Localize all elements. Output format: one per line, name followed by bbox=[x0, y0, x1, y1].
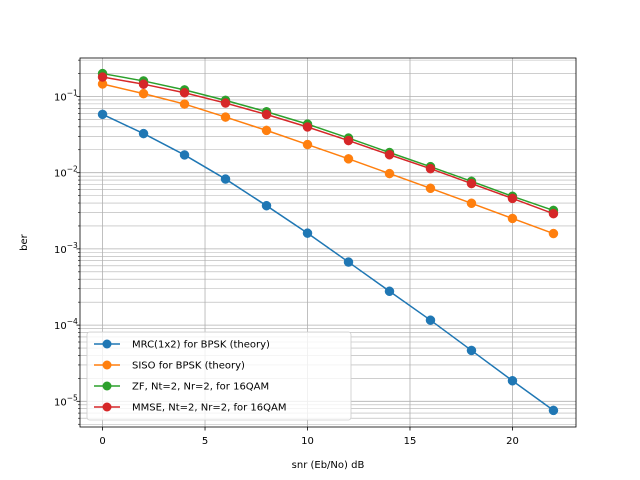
series-1 bbox=[97, 79, 559, 239]
legend-item: MMSE, Nt=2, Nr=2, for 16QAM bbox=[94, 402, 286, 414]
y-tick-exponent: −4 bbox=[67, 317, 78, 326]
data-point bbox=[179, 87, 190, 98]
data-point bbox=[466, 198, 477, 209]
data-point bbox=[384, 286, 395, 297]
data-point bbox=[261, 200, 272, 211]
data-point bbox=[302, 228, 313, 238]
data-point bbox=[507, 213, 518, 224]
legend-item: SISO for BPSK (theory) bbox=[94, 360, 245, 372]
x-tick-label: 0 bbox=[99, 436, 105, 447]
data-point bbox=[220, 98, 231, 108]
series-line bbox=[102, 83, 554, 235]
legend-label: SISO for BPSK (theory) bbox=[132, 361, 245, 372]
legend-marker bbox=[102, 402, 112, 412]
y-tick-base: 10 bbox=[54, 321, 67, 332]
y-tick-base: 10 bbox=[54, 245, 67, 256]
y-tick-base: 10 bbox=[54, 92, 67, 103]
legend-label: ZF, Nt=2, Nr=2, for 16QAM bbox=[132, 382, 269, 393]
data-point bbox=[507, 193, 518, 204]
data-point bbox=[384, 149, 395, 160]
data-point bbox=[425, 315, 436, 325]
y-tick-exponent: −2 bbox=[67, 165, 78, 174]
x-tick-label: 20 bbox=[506, 436, 519, 447]
data-point bbox=[466, 345, 477, 356]
data-point bbox=[261, 125, 272, 136]
plot-frame bbox=[79, 57, 577, 428]
data-point bbox=[261, 109, 272, 120]
data-point bbox=[220, 174, 231, 184]
x-axis-label: snr (Eb/No) dB bbox=[292, 460, 365, 471]
legend-marker bbox=[102, 339, 112, 349]
data-point bbox=[343, 257, 354, 267]
y-tick-exponent: −5 bbox=[67, 393, 78, 402]
series-line bbox=[102, 76, 554, 215]
data-point bbox=[466, 178, 477, 189]
y-axis-label: ber bbox=[19, 233, 30, 251]
data-point bbox=[138, 88, 149, 99]
y-tick-base: 10 bbox=[54, 169, 67, 180]
data-point bbox=[343, 135, 354, 146]
y-tick-label: 10−5 bbox=[54, 393, 78, 408]
data-point bbox=[138, 79, 149, 89]
legend-marker bbox=[102, 381, 112, 391]
data-point bbox=[548, 208, 559, 219]
y-tick-label: 10−1 bbox=[54, 88, 78, 103]
y-tick-label: 10−3 bbox=[54, 241, 78, 256]
series-3 bbox=[97, 72, 559, 219]
data-point bbox=[302, 139, 313, 150]
y-tick-base: 10 bbox=[54, 397, 67, 408]
data-point bbox=[384, 168, 395, 179]
x-tick-label: 5 bbox=[202, 436, 208, 447]
x-tick-label: 10 bbox=[301, 436, 314, 447]
legend-item: ZF, Nt=2, Nr=2, for 16QAM bbox=[94, 381, 269, 393]
series-line bbox=[102, 72, 554, 212]
legend: MRC(1x2) for BPSK (theory) SISO for BPSK … bbox=[86, 331, 352, 421]
data-point bbox=[507, 376, 518, 386]
legend-item: MRC(1x2) for BPSK (theory) bbox=[94, 339, 270, 351]
y-tick-exponent: −3 bbox=[67, 241, 78, 250]
data-point bbox=[220, 112, 231, 122]
data-point bbox=[548, 228, 559, 239]
data-point bbox=[425, 183, 436, 194]
y-tick-exponent: −1 bbox=[67, 88, 78, 97]
data-point bbox=[302, 122, 313, 132]
data-point bbox=[179, 150, 190, 160]
data-point bbox=[179, 99, 190, 109]
x-tick-label: 15 bbox=[404, 436, 417, 447]
data-point bbox=[97, 72, 108, 82]
legend-box bbox=[86, 331, 352, 421]
y-tick-label: 10−4 bbox=[54, 317, 78, 332]
legend-marker bbox=[102, 360, 112, 370]
data-series bbox=[97, 68, 559, 416]
data-point bbox=[97, 109, 108, 120]
data-point bbox=[138, 128, 149, 139]
legend-label: MRC(1x2) for BPSK (theory) bbox=[132, 340, 270, 351]
y-tick-label: 10−2 bbox=[54, 165, 78, 180]
data-point bbox=[548, 405, 559, 416]
data-point bbox=[343, 154, 354, 164]
series-line bbox=[102, 113, 554, 411]
data-point bbox=[425, 163, 436, 174]
legend-label: MMSE, Nt=2, Nr=2, for 16QAM bbox=[132, 403, 286, 414]
series-0 bbox=[97, 109, 559, 416]
